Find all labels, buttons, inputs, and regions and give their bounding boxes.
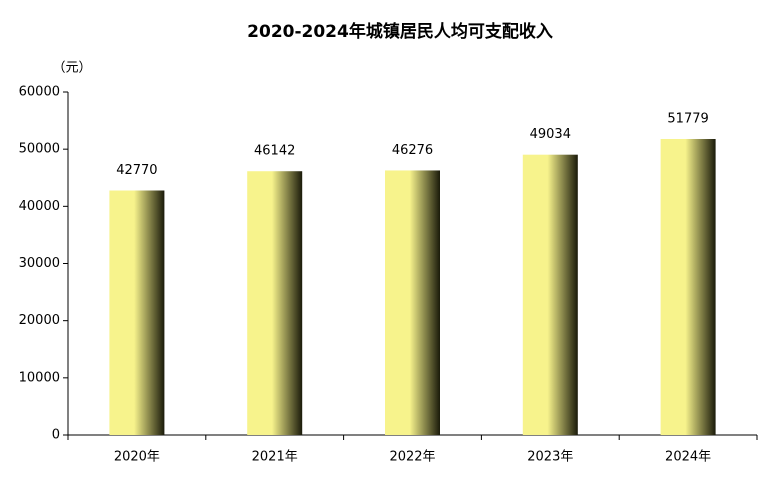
y-tick-label: 40000 [19,199,60,214]
y-tick-label: 10000 [19,370,60,385]
y-tick-label: 50000 [19,142,60,157]
y-tick-label: 60000 [19,85,60,100]
bar [660,138,716,436]
x-tick-label: 2024年 [665,450,711,465]
value-label: 46142 [254,144,295,159]
x-tick-label: 2022年 [389,450,435,465]
value-label: 46276 [392,143,433,158]
value-label: 51779 [667,111,708,126]
y-tick-label: 30000 [19,256,60,271]
value-label: 42770 [116,163,157,178]
bar [385,170,440,435]
value-label: 49034 [530,127,571,142]
y-axis-unit: （元） [52,61,91,76]
bar [522,154,578,435]
x-tick-label: 2020年 [114,450,160,465]
x-tick-label: 2021年 [252,450,298,465]
bar [247,171,303,436]
bar [109,190,165,435]
y-tick-label: 20000 [19,313,60,328]
y-tick-label: 0 [52,428,60,443]
chart-title: 2020-2024年城镇居民人均可支配收入 [247,21,553,42]
x-tick-label: 2023年 [527,450,573,465]
